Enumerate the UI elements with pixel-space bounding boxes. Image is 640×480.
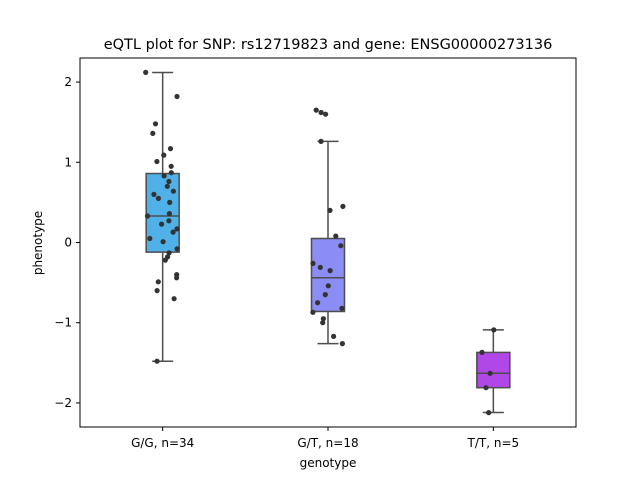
data-point	[320, 316, 326, 322]
y-tick-label: −1	[54, 316, 72, 330]
data-point	[315, 300, 321, 306]
data-point	[333, 233, 339, 239]
data-point	[151, 191, 157, 197]
data-point	[143, 69, 149, 75]
data-point	[170, 229, 176, 235]
data-point	[155, 279, 161, 285]
points-group	[143, 69, 180, 364]
x-tick-label: T/T, n=5	[467, 436, 520, 450]
data-point	[320, 320, 326, 326]
data-point	[325, 283, 331, 289]
chart-title: eQTL plot for SNP: rs12719823 and gene: …	[104, 37, 553, 53]
data-point	[164, 183, 170, 189]
data-point	[313, 107, 319, 113]
data-point	[322, 292, 328, 298]
box-group	[145, 71, 180, 362]
x-tick-label: G/G, n=34	[131, 436, 194, 450]
data-point	[154, 358, 160, 364]
points-group	[310, 107, 346, 347]
data-point	[152, 121, 159, 127]
data-point	[154, 288, 160, 294]
y-tick-label: 2	[64, 75, 72, 89]
data-point	[339, 341, 345, 347]
data-point	[167, 199, 173, 205]
data-point	[159, 221, 165, 227]
data-point	[310, 309, 316, 315]
y-axis-label: phenotype	[31, 211, 45, 275]
data-point	[166, 250, 172, 256]
data-point	[318, 109, 324, 116]
data-point	[171, 296, 177, 302]
data-point	[339, 305, 345, 311]
data-point	[491, 327, 497, 333]
data-point	[483, 385, 489, 391]
data-point	[167, 146, 174, 152]
data-point	[166, 211, 172, 217]
data-point	[161, 173, 167, 179]
data-point	[331, 333, 337, 339]
data-point	[327, 268, 333, 274]
data-point	[166, 218, 172, 224]
y-tick-label: 1	[64, 155, 72, 169]
data-point	[479, 349, 485, 355]
data-point	[318, 138, 324, 144]
box-group	[476, 329, 511, 414]
data-point	[170, 188, 176, 194]
data-point	[174, 93, 180, 100]
data-point	[160, 239, 166, 245]
data-point	[154, 158, 160, 165]
data-point	[487, 370, 493, 376]
data-point	[174, 226, 180, 232]
data-point	[162, 257, 168, 263]
box-iqr	[310, 237, 346, 313]
data-point	[317, 264, 323, 270]
y-tick-label: −2	[54, 396, 72, 410]
y-axis: −2 −1 0 1 2	[54, 75, 80, 410]
data-point	[155, 195, 161, 201]
box-group	[310, 140, 346, 345]
data-point	[323, 111, 329, 117]
data-point	[327, 207, 333, 213]
data-point	[338, 243, 344, 249]
x-axis: G/G, n=34 G/T, n=18 T/T, n=5	[131, 427, 519, 450]
data-point	[310, 260, 316, 266]
data-point	[340, 203, 346, 209]
data-point	[168, 170, 174, 176]
data-point	[147, 235, 153, 242]
x-tick-label: G/T, n=18	[297, 436, 358, 450]
data-point	[161, 152, 167, 158]
points-group	[479, 327, 497, 416]
data-point	[168, 163, 174, 169]
data-point	[166, 178, 172, 185]
data-point	[150, 130, 156, 136]
x-axis-label: genotype	[300, 456, 357, 470]
data-point	[174, 246, 180, 252]
box-iqr	[476, 351, 511, 389]
y-tick-label: 0	[64, 236, 72, 250]
data-point	[486, 410, 492, 416]
data-point	[174, 275, 180, 281]
data-point	[144, 213, 151, 219]
